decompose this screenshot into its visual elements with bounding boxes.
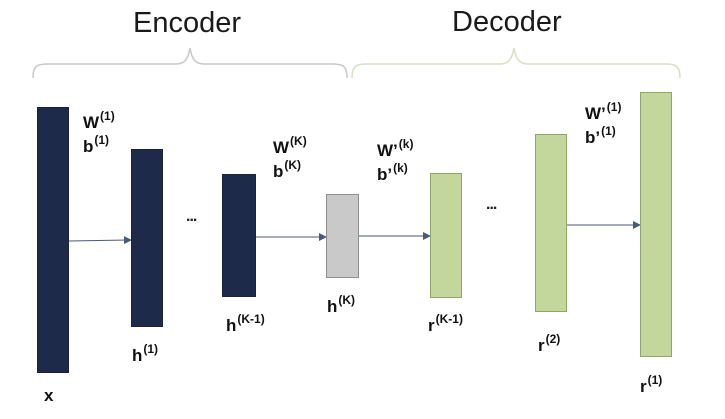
label-r1: r(1)	[640, 373, 663, 396]
weight-label-decoder-last: W’(1)	[585, 100, 622, 123]
bias-label-encoder-first: b(1)	[83, 133, 110, 156]
bias-label-encoder-last: b(K)	[273, 158, 302, 181]
weight-label-encoder-last: W(K)	[273, 134, 307, 157]
label-x: x	[44, 386, 54, 405]
bias-label-decoder-first: b’(k)	[377, 161, 408, 184]
label-hk-1: h(K-1)	[226, 312, 265, 335]
code-layer-hk	[326, 194, 359, 278]
decoder-brace	[351, 47, 681, 79]
hidden-layer-hk-1	[222, 174, 256, 297]
arrow-x-to-h1	[68, 236, 132, 245]
ellipsis-encoder: ...	[186, 208, 197, 225]
label-rk-1: r(K-1)	[428, 312, 463, 335]
label-r2: r(2)	[538, 332, 561, 355]
recon-layer-r2	[535, 134, 567, 312]
decoder-title: Decoder	[452, 6, 562, 38]
label-hk: h(K)	[327, 293, 356, 316]
bias-label-decoder-last: b’(1)	[585, 124, 616, 147]
label-h1: h(1)	[132, 342, 159, 365]
recon-layer-rk-1	[430, 173, 462, 298]
weight-label-encoder-first: W(1)	[83, 109, 115, 132]
output-layer-r1	[640, 92, 672, 357]
encoder-brace	[32, 47, 348, 79]
encoder-title: Encoder	[133, 7, 242, 39]
input-layer-x	[37, 107, 69, 373]
weight-label-decoder-first: W’(k)	[377, 137, 414, 160]
hidden-layer-h1	[131, 149, 163, 327]
ellipsis-decoder: ...	[486, 196, 497, 213]
